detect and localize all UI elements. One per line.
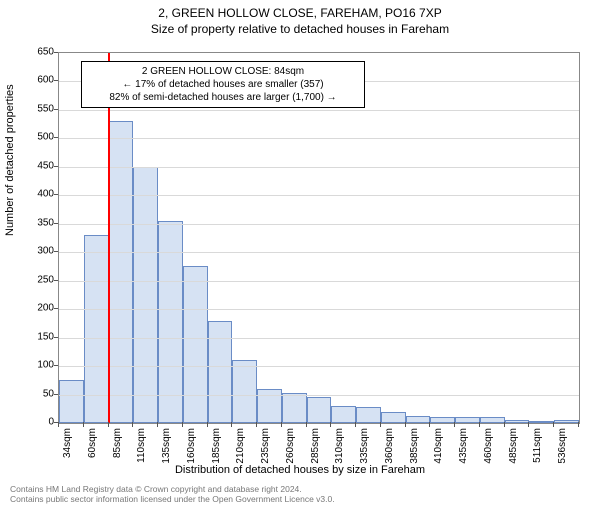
x-tick-mark: [108, 422, 109, 427]
x-tick-mark: [380, 422, 381, 427]
gridline: [59, 110, 579, 111]
y-tick-label: 0: [24, 417, 54, 428]
histogram-bar: [307, 397, 332, 423]
x-tick-mark: [182, 422, 183, 427]
gridline: [59, 224, 579, 225]
y-tick-label: 550: [24, 103, 54, 114]
x-tick-mark: [83, 422, 84, 427]
x-tick-mark: [479, 422, 480, 427]
x-tick-mark: [355, 422, 356, 427]
x-tick-mark: [405, 422, 406, 427]
y-tick-label: 150: [24, 331, 54, 342]
gridline: [59, 252, 579, 253]
chart-title-address: 2, GREEN HOLLOW CLOSE, FAREHAM, PO16 7XP: [0, 6, 600, 20]
histogram-bar: [183, 266, 208, 423]
y-tick-label: 400: [24, 189, 54, 200]
y-tick-label: 450: [24, 160, 54, 171]
x-axis-label: Distribution of detached houses by size …: [0, 464, 600, 476]
y-axis-label: Number of detached properties: [4, 84, 16, 236]
x-tick-mark: [231, 422, 232, 427]
property-marker-line: [108, 53, 110, 423]
y-tick-label: 500: [24, 132, 54, 143]
footer-line2: Contains public sector information licen…: [10, 494, 335, 504]
histogram-bar: [282, 393, 307, 423]
y-tick-label: 600: [24, 75, 54, 86]
annotation-line1: 2 GREEN HOLLOW CLOSE: 84sqm: [88, 65, 358, 78]
histogram-bar: [208, 321, 233, 423]
x-tick-mark: [157, 422, 158, 427]
histogram-bar: [356, 407, 381, 423]
gridline: [59, 195, 579, 196]
x-tick-mark: [553, 422, 554, 427]
x-tick-mark: [578, 422, 579, 427]
histogram-bar: [59, 380, 84, 423]
x-tick-mark: [330, 422, 331, 427]
annotation-line3: 82% of semi-detached houses are larger (…: [88, 91, 358, 104]
chart-title-sub: Size of property relative to detached ho…: [0, 22, 600, 36]
y-ticks: 050100150200250300350400450500550600650: [20, 52, 58, 422]
x-tick-mark: [528, 422, 529, 427]
gridline: [59, 167, 579, 168]
histogram-bar: [331, 406, 356, 423]
gridline: [59, 338, 579, 339]
x-tick-mark: [504, 422, 505, 427]
gridline: [59, 309, 579, 310]
chart-plot-area: 2 GREEN HOLLOW CLOSE: 84sqm ← 17% of det…: [58, 52, 580, 424]
x-tick-mark: [281, 422, 282, 427]
x-tick-mark: [429, 422, 430, 427]
y-tick-label: 200: [24, 303, 54, 314]
gridline: [59, 395, 579, 396]
x-tick-mark: [132, 422, 133, 427]
gridline: [59, 281, 579, 282]
y-tick-label: 250: [24, 274, 54, 285]
gridline: [59, 366, 579, 367]
x-tick-mark: [256, 422, 257, 427]
footer-line1: Contains HM Land Registry data © Crown c…: [10, 484, 335, 494]
x-tick-mark: [58, 422, 59, 427]
x-tick-mark: [207, 422, 208, 427]
annotation-box: 2 GREEN HOLLOW CLOSE: 84sqm ← 17% of det…: [81, 61, 365, 108]
annotation-line2: ← 17% of detached houses are smaller (35…: [88, 78, 358, 91]
x-tick-mark: [306, 422, 307, 427]
footer-attribution: Contains HM Land Registry data © Crown c…: [10, 484, 335, 504]
y-tick-label: 50: [24, 388, 54, 399]
histogram-bar: [232, 360, 257, 423]
y-tick-label: 350: [24, 217, 54, 228]
gridline: [59, 138, 579, 139]
histogram-bar: [133, 167, 158, 423]
y-tick-label: 300: [24, 246, 54, 257]
y-tick-label: 100: [24, 360, 54, 371]
y-tick-label: 650: [24, 47, 54, 58]
x-tick-mark: [454, 422, 455, 427]
